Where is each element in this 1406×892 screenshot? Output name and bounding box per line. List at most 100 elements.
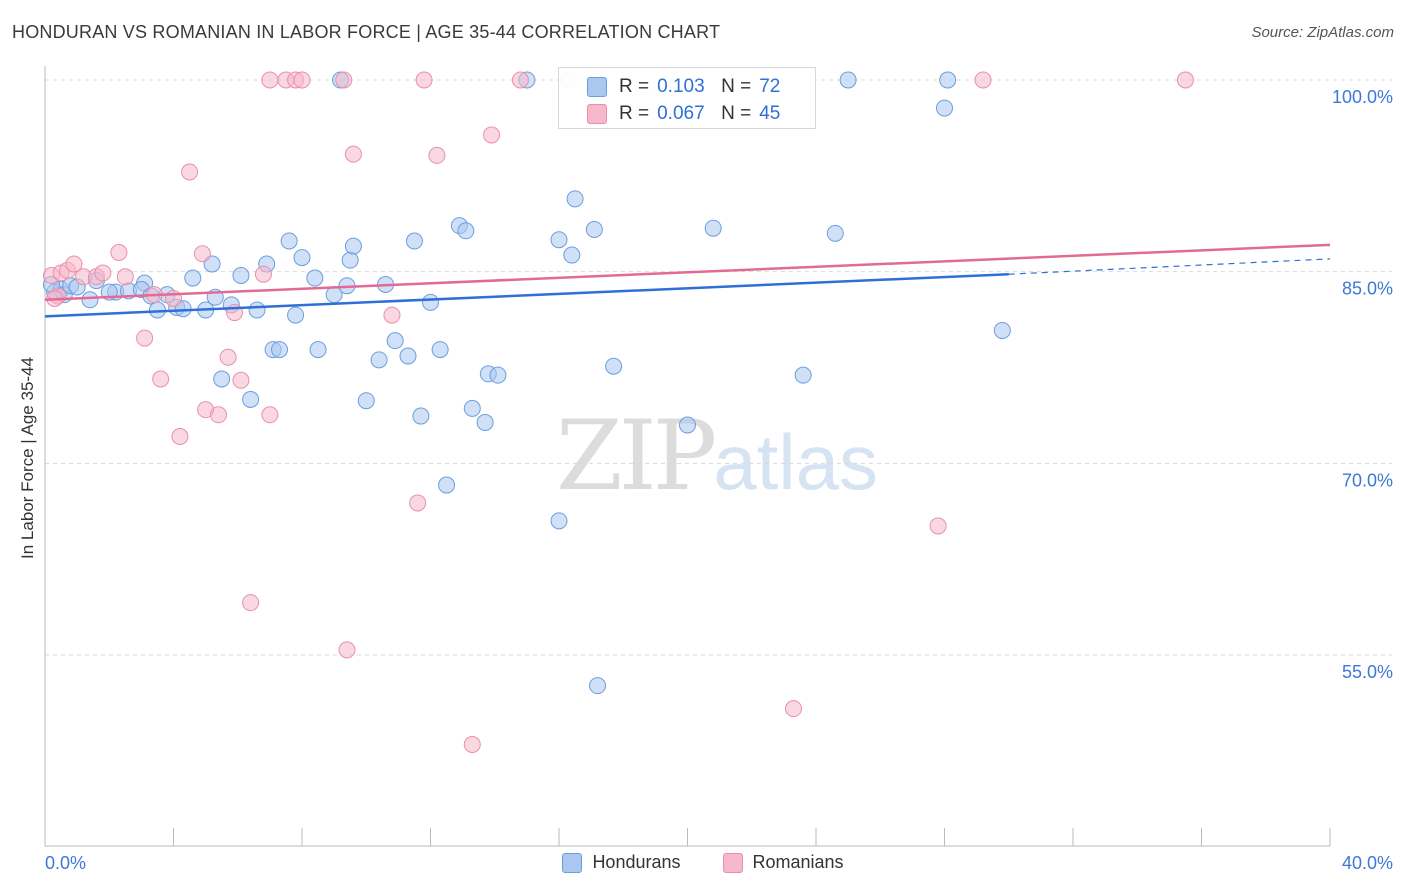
honduran-point xyxy=(341,251,359,269)
honduran-point xyxy=(344,237,362,255)
legend-item-romanians: Romanians xyxy=(722,852,844,873)
x-tick-label: 0.0% xyxy=(45,853,86,873)
romanian-point xyxy=(785,700,803,718)
honduran-point xyxy=(936,99,953,117)
honduran-point xyxy=(357,392,375,410)
source-credit: Source: ZipAtlas.com xyxy=(1251,24,1394,41)
stats-legend: R = 0.103 N = 72 R = 0.067 N = 45 xyxy=(558,67,816,129)
honduran-point xyxy=(248,301,266,319)
honduran-point xyxy=(704,219,722,237)
honduran-point xyxy=(422,293,439,311)
honduran-point xyxy=(184,269,202,287)
honduran-point xyxy=(309,341,327,359)
hondurans-swatch xyxy=(587,77,607,97)
legend-r-label: R = xyxy=(619,103,650,124)
legend-n-label: N = xyxy=(721,76,752,97)
honduran-point xyxy=(370,351,388,369)
romanian-point xyxy=(94,264,112,282)
honduran-point xyxy=(81,291,99,309)
romanian-point xyxy=(116,268,134,286)
legend-item-hondurans: Hondurans xyxy=(562,852,681,873)
romanian-point xyxy=(929,517,947,535)
romanian-point xyxy=(415,71,433,89)
romanian-point xyxy=(110,244,128,261)
romanian-point xyxy=(344,145,362,163)
series-legend: Hondurans Romanians xyxy=(0,852,1406,873)
romanian-point xyxy=(463,735,481,753)
y-tick-label: 85.0% xyxy=(1342,279,1393,299)
honduran-point xyxy=(489,366,507,384)
hondurans-legend-swatch xyxy=(562,852,583,873)
romanian-point xyxy=(171,428,189,445)
honduran-point xyxy=(431,341,449,359)
romanian-point xyxy=(232,371,250,389)
legend-n-label: N = xyxy=(721,103,752,124)
romanian-point xyxy=(261,71,279,89)
romanian-point xyxy=(335,71,353,89)
romanian-point xyxy=(974,71,992,89)
legend-n-value: 72 xyxy=(759,76,781,97)
romanian-point xyxy=(209,406,227,424)
romanian-point xyxy=(219,348,237,366)
romanians-legend-swatch xyxy=(722,852,743,873)
legend-row-romanians: R = 0.067 N = 45 xyxy=(587,101,780,127)
romanian-point xyxy=(65,255,83,273)
honduran-point xyxy=(293,249,311,267)
romanians-legend-label: Romanians xyxy=(752,852,844,872)
honduran-point xyxy=(405,232,423,250)
hondurans-trend-extension xyxy=(1008,258,1331,275)
honduran-point xyxy=(386,332,404,350)
hondurans-trend-line xyxy=(44,272,1009,318)
honduran-point xyxy=(438,476,456,494)
honduran-point xyxy=(679,416,696,434)
honduran-point xyxy=(605,357,623,375)
romanian-point xyxy=(383,306,401,324)
honduran-point xyxy=(993,321,1011,339)
y-tick-label: 100.0% xyxy=(1332,87,1393,107)
honduran-point xyxy=(242,390,260,408)
romanian-point xyxy=(511,71,529,89)
romanian-point xyxy=(152,370,170,388)
honduran-point xyxy=(399,347,417,365)
romanian-point xyxy=(1176,71,1194,89)
romanian-point xyxy=(428,146,446,164)
honduran-point xyxy=(476,413,494,431)
honduran-point xyxy=(839,71,857,89)
romanian-point xyxy=(242,594,260,612)
romanian-point xyxy=(293,71,311,89)
honduran-point xyxy=(463,399,481,417)
honduran-point xyxy=(566,190,584,208)
romanian-point xyxy=(261,406,279,424)
romanian-point xyxy=(136,329,154,347)
legend-r-value: 0.103 xyxy=(657,76,705,97)
chart-title: HONDURAN VS ROMANIAN IN LABOR FORCE | AG… xyxy=(12,22,721,42)
romanian-point xyxy=(483,126,501,144)
legend-n-value: 45 xyxy=(759,103,781,124)
x-tick-label: 40.0% xyxy=(1342,853,1393,873)
honduran-point xyxy=(412,407,430,425)
hondurans-legend-label: Hondurans xyxy=(592,852,681,872)
honduran-point xyxy=(213,370,231,388)
romanian-point xyxy=(254,265,272,283)
legend-row-hondurans: R = 0.103 N = 72 xyxy=(587,74,780,100)
honduran-point xyxy=(232,267,250,284)
honduran-point xyxy=(563,246,581,264)
romanian-point xyxy=(409,494,427,512)
y-axis-label: In Labor Force | Age 35-44 xyxy=(18,357,37,559)
honduran-point xyxy=(550,512,568,530)
romanians-swatch xyxy=(587,104,607,124)
y-tick-label: 70.0% xyxy=(1342,470,1393,490)
honduran-point xyxy=(306,269,324,287)
romanian-point xyxy=(193,245,211,263)
honduran-point xyxy=(826,224,844,242)
honduran-point xyxy=(939,71,957,89)
legend-r-label: R = xyxy=(619,76,650,97)
romanians-trend-line xyxy=(44,243,1331,302)
romanian-point xyxy=(181,163,199,181)
honduran-point xyxy=(280,232,298,250)
honduran-point xyxy=(794,366,812,384)
honduran-point xyxy=(287,306,305,324)
honduran-point xyxy=(589,677,607,695)
honduran-point xyxy=(457,222,475,240)
romanian-point xyxy=(338,641,356,659)
